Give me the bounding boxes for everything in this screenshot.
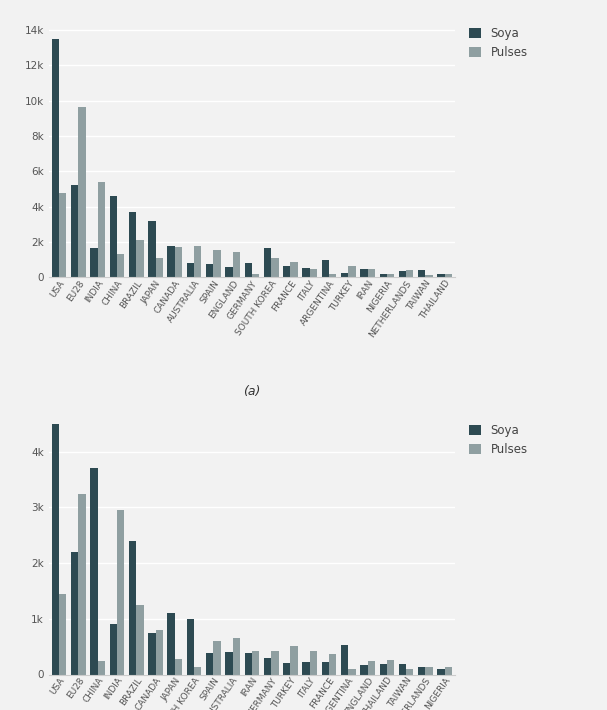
Bar bbox=[283, 266, 291, 278]
Bar bbox=[90, 248, 98, 278]
Bar bbox=[213, 641, 221, 674]
Legend: Soya, Pulses: Soya, Pulses bbox=[469, 425, 527, 456]
Bar bbox=[329, 274, 336, 278]
Bar bbox=[322, 662, 329, 674]
Bar bbox=[71, 552, 78, 674]
Bar bbox=[387, 274, 394, 278]
Bar bbox=[110, 624, 117, 674]
Bar bbox=[136, 241, 144, 278]
Bar bbox=[90, 469, 98, 674]
Bar bbox=[148, 633, 155, 674]
Bar bbox=[283, 663, 291, 674]
Bar bbox=[379, 274, 387, 278]
Bar bbox=[406, 669, 413, 674]
Bar bbox=[329, 654, 336, 674]
Bar bbox=[399, 271, 406, 278]
Bar bbox=[71, 185, 78, 278]
Bar bbox=[271, 258, 279, 278]
Bar bbox=[360, 268, 368, 278]
Bar bbox=[52, 424, 59, 674]
Bar bbox=[78, 493, 86, 674]
Bar bbox=[98, 182, 105, 278]
Bar bbox=[117, 510, 124, 674]
Bar bbox=[322, 260, 329, 278]
Bar bbox=[187, 263, 194, 278]
Bar bbox=[175, 246, 182, 278]
Bar bbox=[418, 270, 426, 278]
Bar bbox=[206, 264, 213, 278]
Bar bbox=[252, 274, 259, 278]
Bar bbox=[52, 39, 59, 278]
Bar bbox=[213, 250, 221, 278]
Bar bbox=[348, 266, 356, 278]
Bar bbox=[426, 667, 433, 674]
Bar bbox=[155, 258, 163, 278]
Bar bbox=[245, 653, 252, 674]
Bar bbox=[264, 657, 271, 674]
Bar bbox=[271, 650, 279, 674]
Bar bbox=[368, 661, 375, 674]
Bar bbox=[117, 253, 124, 278]
Bar bbox=[232, 252, 240, 278]
Bar bbox=[310, 268, 317, 278]
Bar bbox=[155, 630, 163, 674]
Bar bbox=[194, 246, 202, 278]
Bar bbox=[175, 659, 182, 674]
Bar bbox=[348, 669, 356, 674]
Bar bbox=[206, 653, 213, 674]
Bar bbox=[245, 263, 252, 278]
Bar bbox=[341, 273, 348, 278]
Bar bbox=[437, 669, 445, 674]
Bar bbox=[291, 261, 298, 278]
Bar bbox=[168, 613, 175, 674]
Bar bbox=[302, 662, 310, 674]
Bar bbox=[387, 660, 394, 674]
Bar bbox=[445, 274, 452, 278]
Legend: Soya, Pulses: Soya, Pulses bbox=[469, 27, 527, 59]
Bar bbox=[310, 651, 317, 674]
Bar bbox=[399, 664, 406, 674]
Bar bbox=[291, 646, 298, 674]
Bar bbox=[194, 667, 202, 674]
Bar bbox=[148, 221, 155, 278]
Bar bbox=[187, 619, 194, 674]
Bar bbox=[437, 274, 445, 278]
Bar bbox=[78, 107, 86, 278]
Bar bbox=[264, 248, 271, 278]
Bar bbox=[232, 638, 240, 674]
Bar bbox=[225, 652, 232, 674]
Bar bbox=[129, 541, 136, 674]
Text: (a): (a) bbox=[243, 385, 260, 398]
Bar bbox=[129, 212, 136, 278]
Bar bbox=[59, 594, 67, 674]
Bar bbox=[418, 667, 426, 674]
Bar bbox=[302, 268, 310, 278]
Bar bbox=[252, 651, 259, 674]
Bar bbox=[341, 645, 348, 674]
Bar bbox=[426, 275, 433, 278]
Bar bbox=[406, 271, 413, 278]
Bar bbox=[98, 660, 105, 674]
Bar bbox=[379, 665, 387, 674]
Bar bbox=[368, 268, 375, 278]
Bar bbox=[59, 192, 67, 278]
Bar bbox=[168, 246, 175, 278]
Bar bbox=[136, 605, 144, 674]
Bar bbox=[225, 267, 232, 278]
Bar bbox=[110, 196, 117, 278]
Bar bbox=[445, 667, 452, 674]
Bar bbox=[360, 665, 368, 674]
